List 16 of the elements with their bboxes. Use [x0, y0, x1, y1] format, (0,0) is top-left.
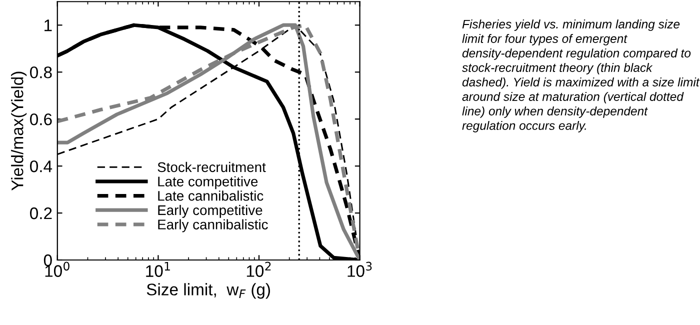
text: Fisheries yield vs. minimum landing size limit for four types of emergent density-dependent regulation compared to stock-recruitment theory (thin black dashed). Yield is maximized with a size limit around size at maturation (vertical dotted line) only when density-dependent regulation occurs early. — [462, 20, 700, 132]
legend-label: Early cannibalistic — [158, 219, 268, 232]
legend-label: Early competitive — [158, 204, 262, 218]
legend-label: Late cannibalistic — [158, 190, 264, 201]
y-tick-label: 0.2 — [30, 207, 52, 220]
x-tick-label: 10$^{3}$ — [348, 262, 372, 277]
x-tick-label: 10$^{2}$ — [246, 262, 271, 277]
x-axis-title: Size limit, w$_{F}$ (g) — [146, 283, 270, 299]
y-tick-label: 0.4 — [30, 160, 52, 172]
y-axis-title: Yield/max(Yield) — [11, 72, 27, 190]
y-tick-label: 1 — [44, 20, 52, 32]
y-tick-label: 0.8 — [30, 66, 52, 78]
legend-label: Late competitive — [158, 176, 258, 190]
y-tick-label: 0.6 — [30, 113, 52, 126]
x-tick-label: 10$^{1}$ — [146, 262, 170, 277]
legend-label: Stock-recruitment — [158, 162, 266, 172]
